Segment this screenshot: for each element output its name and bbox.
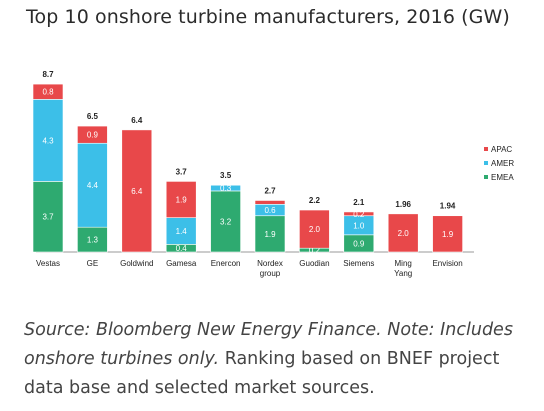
total-label-8: 1.96 (395, 200, 411, 209)
bar-label-emea-0: 3.7 (42, 213, 54, 222)
bar-emea-0 (32, 181, 64, 253)
bar-label-amer-0: 4.3 (42, 136, 54, 145)
bar-label-apac-8: 2.0 (398, 229, 410, 238)
legend-swatch-amer (484, 161, 488, 165)
category-label-3: Gamesa (166, 259, 197, 268)
bar-label-emea-4: 3.2 (220, 217, 232, 226)
bar-apac-2 (121, 129, 153, 253)
bar-amer-0 (32, 99, 64, 182)
bar-label-amer-5: 0.6 (264, 206, 276, 215)
legend-label-emea: EMEA (491, 173, 514, 182)
chart-title: Top 10 onshore turbine manufacturers, 20… (26, 6, 510, 28)
bar-label-apac-1: 0.9 (87, 131, 99, 140)
bar-amer-3 (165, 217, 197, 245)
category-label-1: GE (87, 259, 99, 268)
caption-rest: Ranking based on BNEF project data base … (24, 349, 500, 398)
category-label-9: Envision (432, 259, 462, 268)
total-label-7: 2.1 (353, 198, 365, 207)
bar-label-amer-1: 4.4 (87, 181, 99, 190)
category-label-7: Siemens (343, 259, 374, 268)
category-label-5-1: group (260, 269, 281, 278)
bar-label-apac-0: 0.8 (42, 88, 54, 97)
bar-apac-3 (165, 181, 197, 218)
category-label-2: Goldwind (120, 259, 153, 268)
bar-label-amer-3: 1.4 (176, 227, 188, 236)
bar-label-apac-9: 1.9 (442, 230, 454, 239)
bar-label-emea-6: 0.2 (309, 246, 321, 255)
total-label-6: 2.2 (309, 196, 321, 205)
bar-label-emea-5: 1.9 (264, 230, 276, 239)
total-label-0: 8.7 (42, 70, 54, 79)
bar-label-apac-7: 0.2 (353, 210, 365, 219)
total-label-4: 3.5 (220, 171, 232, 180)
bar-amer-4 (210, 184, 241, 192)
chart-caption: Source: Bloomberg New Energy Finance. No… (24, 316, 539, 403)
bar-label-emea-1: 1.3 (87, 236, 99, 245)
category-label-4: Enercon (211, 259, 241, 268)
bar-label-emea-3: 0.4 (176, 244, 188, 253)
bar-label-amer-7: 1.0 (353, 221, 365, 230)
bar-apac-0 (32, 83, 64, 100)
bar-amer-1 (77, 142, 108, 228)
bar-apac-7 (343, 211, 375, 217)
legend-label-amer: AMER (491, 159, 514, 168)
category-label-8-0: Ming (395, 259, 412, 268)
bar-label-apac-6: 2.0 (309, 225, 321, 234)
legend-swatch-apac (484, 147, 488, 151)
bar-apac-8 (387, 213, 419, 253)
category-label-0: Vestas (36, 259, 60, 268)
total-label-2: 6.4 (131, 116, 143, 125)
bar-label-emea-7: 0.9 (353, 239, 365, 248)
bar-emea-4 (210, 190, 241, 253)
bar-apac-6 (299, 209, 330, 249)
total-label-5: 2.7 (264, 186, 276, 195)
total-label-3: 3.7 (176, 167, 188, 176)
category-label-8-1: Yang (394, 269, 412, 278)
category-label-5-0: Nordex (257, 259, 283, 268)
bar-label-apac-3: 1.9 (176, 196, 188, 205)
bar-emea-1 (77, 226, 108, 253)
bar-apac-1 (77, 125, 108, 144)
bar-apac-5 (254, 200, 286, 205)
stacked-bar-chart: 3.7 4.3 0.8 8.7 Vestas 1.3 4.4 0.9 6.5 GE 6.4 6.4 Go… (32, 70, 514, 278)
category-label-6: Guodian (299, 259, 329, 268)
bar-apac-9 (432, 215, 463, 253)
total-label-9: 1.94 (440, 202, 456, 211)
legend-swatch-emea (484, 175, 488, 179)
caption-source: Source: Bloomberg New Energy Finance. No… (24, 320, 513, 369)
bar-label-apac-2: 6.4 (131, 187, 143, 196)
bar-label-amer-4: 0.3 (220, 184, 232, 193)
legend-label-apac: APAC (491, 145, 512, 154)
total-label-1: 6.5 (87, 112, 99, 121)
